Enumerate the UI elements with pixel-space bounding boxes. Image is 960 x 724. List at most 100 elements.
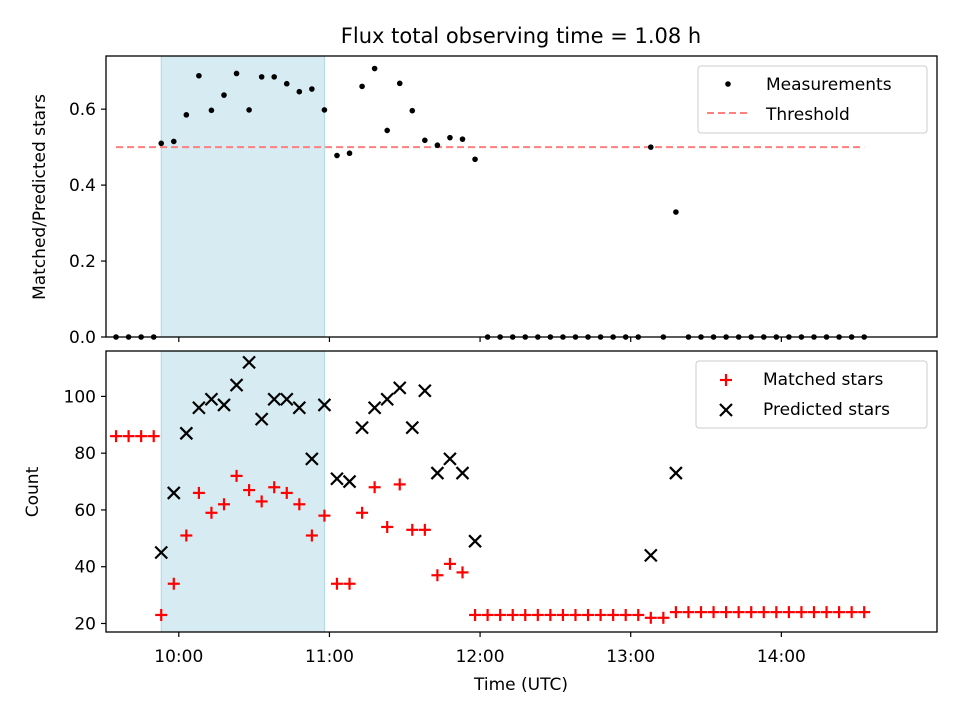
predicted-star-point — [279, 392, 294, 407]
matched-star-point — [469, 608, 482, 621]
predicted-star-point — [305, 452, 319, 466]
matched-star-point — [268, 481, 281, 494]
matched-star-point — [544, 608, 557, 621]
measurement-point — [233, 70, 240, 77]
matched-star-point — [393, 478, 406, 491]
matched-star-point — [110, 430, 123, 443]
measurement-point — [258, 74, 265, 80]
matched-star-point — [782, 606, 795, 619]
measurement-point — [221, 92, 227, 98]
measurement-point — [271, 74, 278, 80]
matched-star-point — [519, 608, 532, 621]
matched-star-point — [343, 577, 356, 590]
predicted-star-point-b — [430, 466, 445, 480]
matched-star-point — [669, 606, 682, 619]
predicted-star-point-b — [192, 400, 206, 415]
predicted-star-point-b — [167, 486, 181, 500]
chart-title: Flux total observing time = 1.08 h — [341, 24, 701, 48]
top-y-tick-label: 0.2 — [69, 252, 96, 272]
x-tick-label: 12:00 — [456, 647, 505, 667]
predicted-star-point-b — [367, 400, 382, 415]
predicted-star-point — [455, 466, 470, 480]
predicted-star-point-b — [279, 392, 294, 407]
predicted-star-point-b — [305, 452, 319, 466]
measurement-point — [246, 107, 252, 113]
measurement-point — [296, 88, 303, 95]
predicted-star-point — [443, 452, 457, 466]
matched-star-point — [243, 484, 256, 497]
matched-star-point — [569, 608, 582, 621]
predicted-star-point-b — [342, 474, 357, 489]
predicted-star-point-b — [242, 355, 256, 370]
predicted-star-point — [405, 420, 420, 435]
matched-star-point — [135, 430, 148, 443]
top-legend-box — [697, 65, 928, 134]
predicted-star-point — [179, 426, 194, 441]
predicted-star-point — [317, 398, 332, 412]
predicted-star-point — [418, 383, 432, 398]
predicted-star-point-b — [405, 420, 420, 435]
matched-star-point — [205, 506, 218, 519]
predicted-star-point-b — [267, 392, 281, 407]
measurement-point — [422, 137, 428, 144]
measurement-point — [158, 140, 165, 147]
legend-predicted-label: Predicted stars — [763, 400, 890, 420]
predicted-star-point — [204, 392, 219, 407]
measurement-point — [334, 152, 340, 159]
matched-star-point — [293, 498, 306, 511]
x-tick-label: 14:00 — [757, 647, 806, 667]
predicted-star-point — [342, 474, 357, 489]
shade-rect — [160, 350, 325, 633]
legend-matched-marker — [720, 374, 732, 386]
matched-star-point — [406, 523, 419, 536]
matched-star-point — [556, 608, 569, 621]
predicted-star-point — [229, 378, 244, 392]
matched-star-point — [732, 606, 745, 619]
top-y-ticks: 0.0 0.2 0.4 0.6 — [69, 100, 106, 348]
matched-star-point — [481, 608, 494, 621]
matched-star-point — [280, 486, 293, 499]
bottom-panel: 10:00 11:00 12:00 13:00 14:00 20 40 60 80 100 Co… — [23, 350, 938, 695]
predicted-star-point — [217, 398, 231, 412]
matched-star-point — [807, 606, 820, 619]
predicted-star-point — [292, 400, 307, 415]
matched-star-point — [720, 606, 733, 619]
predicted-star-point-b — [443, 452, 457, 466]
top-legend: Measurements Threshold — [697, 65, 928, 134]
top-y-tick-label: 0.6 — [69, 100, 96, 120]
measurement-point — [196, 72, 202, 79]
measurement-point — [183, 112, 190, 118]
matched-star-point — [770, 606, 783, 619]
measurement-point — [673, 209, 679, 215]
predicted-star-point-b — [392, 381, 407, 395]
measurement-point — [371, 65, 378, 72]
predicted-star-point — [669, 466, 683, 480]
bottom-y-ticks: 20 40 60 80 100 — [64, 387, 106, 634]
matched-star-point — [356, 506, 369, 519]
legend-measurements-label: Measurements — [766, 75, 892, 95]
predicted-star-point-b — [154, 545, 169, 560]
matched-star-point — [192, 486, 205, 499]
bottom-y-tick-label: 100 — [64, 387, 96, 407]
predicted-star-point-b — [317, 398, 332, 412]
matched-star-point — [858, 606, 871, 619]
matched-star-point — [147, 430, 160, 443]
x-axis-label: Time (UTC) — [473, 675, 568, 695]
top-y-tick-label: 0.0 — [69, 328, 96, 348]
top-x-ticks — [178, 337, 782, 342]
top-y-axis-label: Matched/Predicted stars — [30, 94, 50, 300]
predicted-star-point — [392, 381, 407, 395]
top-panel: Flux total observing time = 1.08 h 0.0 0.… — [30, 24, 938, 348]
predicted-star-point-b — [418, 383, 432, 398]
matched-star-point — [745, 606, 758, 619]
predicted-star-point — [242, 355, 256, 370]
matched-star-point — [217, 498, 230, 511]
predicted-star-point-b — [229, 378, 244, 392]
bottom-legend-box — [695, 360, 928, 429]
measurement-point — [384, 127, 390, 134]
predicted-star-point — [330, 471, 344, 486]
matched-star-point — [607, 608, 620, 621]
predicted-star-point — [468, 534, 482, 548]
predicted-star-point-b — [380, 392, 394, 407]
measurement-point — [409, 107, 416, 114]
